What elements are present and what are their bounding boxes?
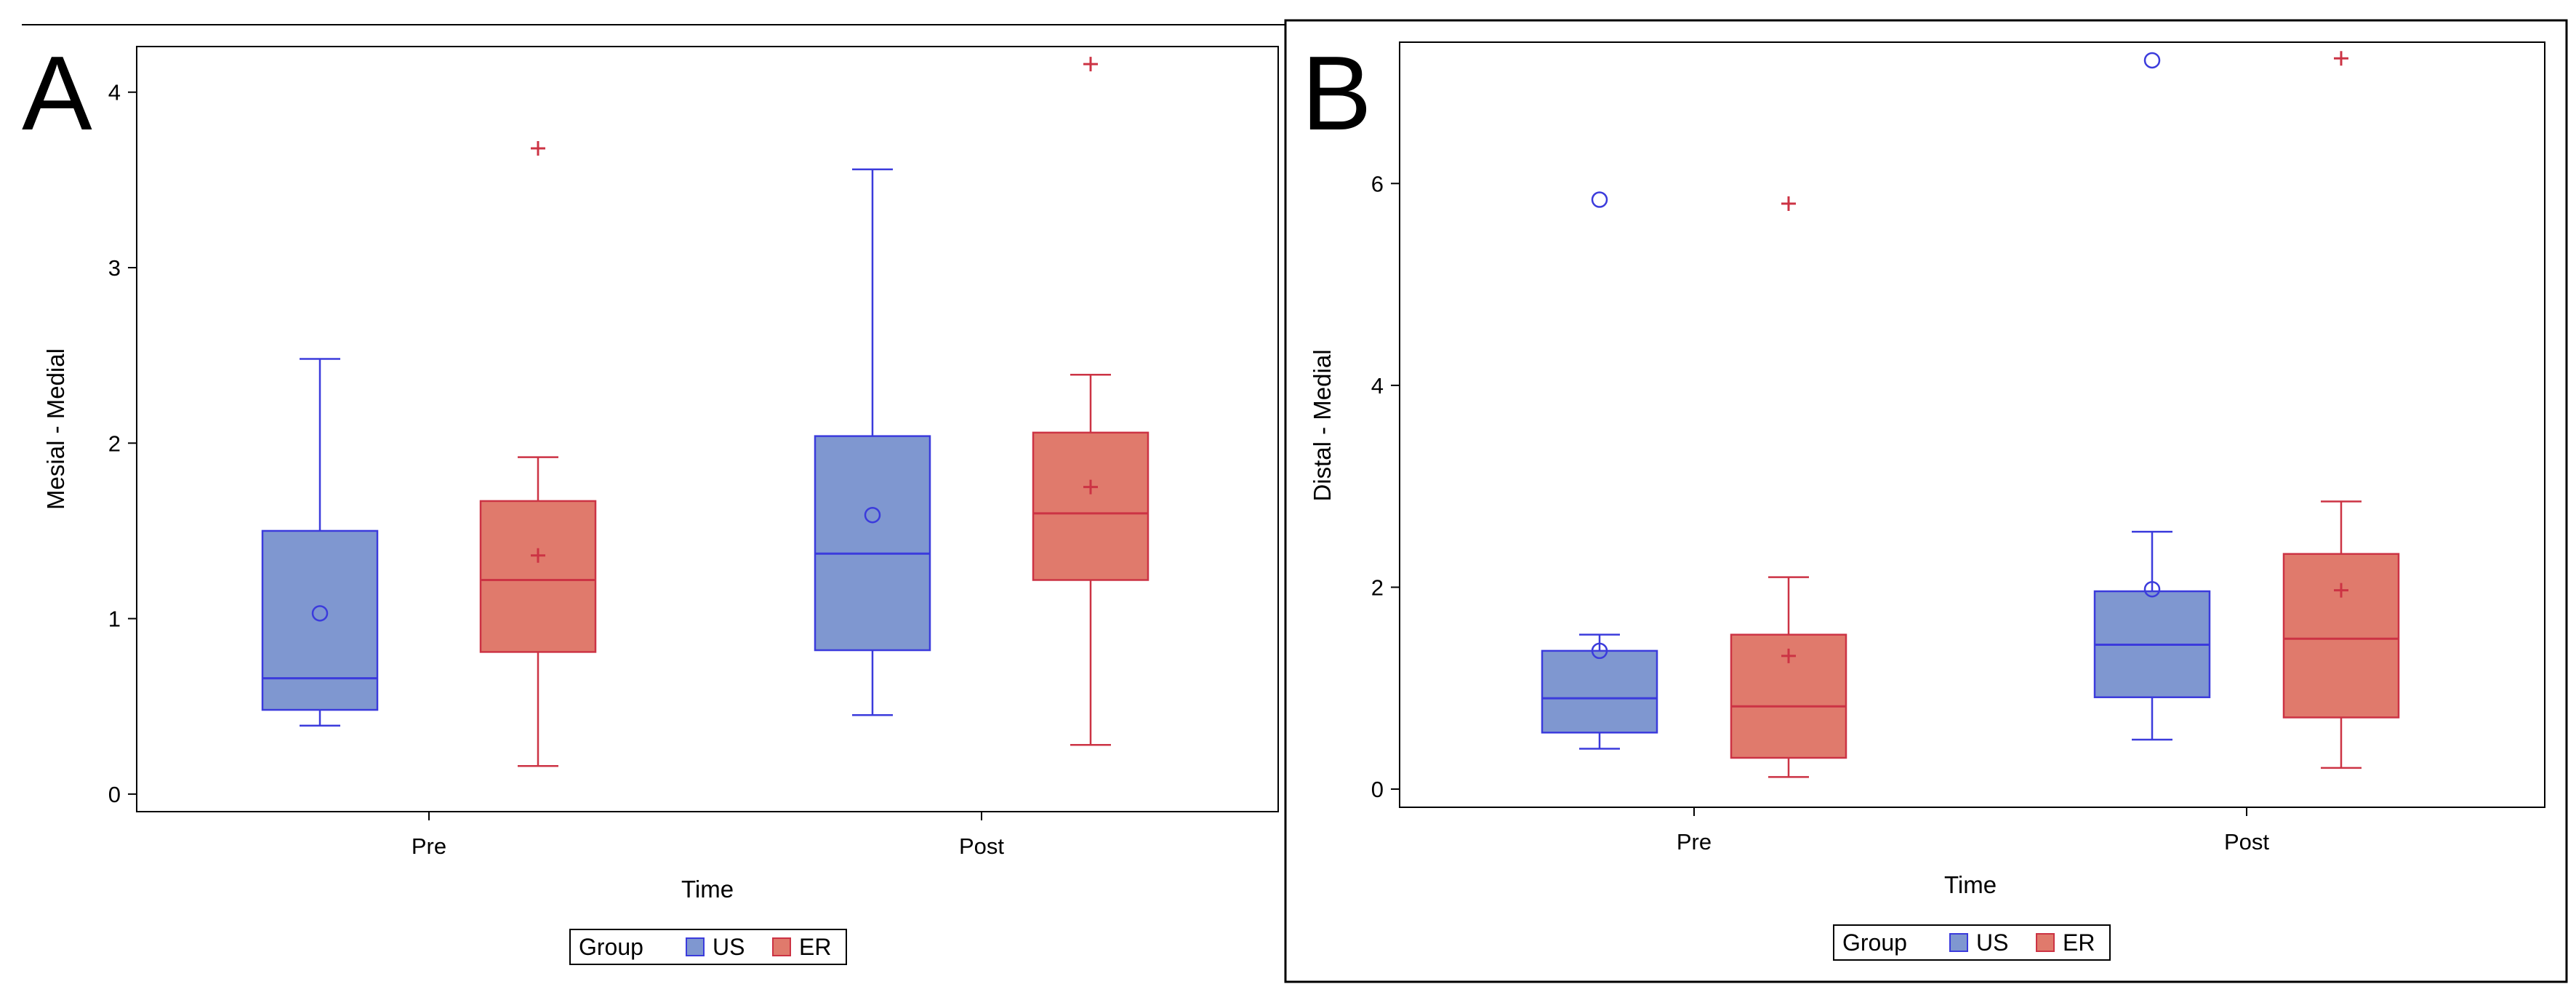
panel-a-legend-label-er: ER [799, 934, 831, 960]
panel-a-legend-label-us: US [713, 934, 745, 960]
panel-a-box-us-post [814, 168, 931, 716]
panel-a-legend-swatch-us [686, 937, 705, 956]
panel-b-x-tick-label: Pre [1677, 829, 1712, 855]
panel-a-plot-frame [136, 46, 1279, 812]
panel-b-legend-frame [1833, 924, 2111, 961]
panel-b-x-axis-title: Time [1944, 871, 1997, 898]
mean-marker [311, 605, 329, 622]
mean-marker [2143, 580, 2161, 598]
panel-a-legend-frame [569, 929, 847, 965]
panel-a-x-axis: Pre Post [412, 812, 1004, 859]
outlier-point [1591, 191, 1608, 208]
outlier-point [2143, 52, 2161, 69]
panel-b-y-tick-label: 4 [1371, 373, 1384, 399]
panel-a-box-er-pre [479, 140, 597, 767]
panel-a-y-tick-label: 0 [108, 782, 121, 807]
panel-b-y-tick-label: 2 [1371, 575, 1384, 600]
outlier-point [531, 140, 545, 156]
panel-a-y-axis-title: Mesial - Medial [42, 348, 69, 510]
panel-a-legend-title: Group [579, 934, 643, 960]
panel-a-y-tick-label: 1 [108, 607, 121, 632]
panel-a-legend: Group US ER [569, 929, 847, 965]
panel-b-box-er-pre [1730, 196, 1847, 778]
box-iqr [479, 500, 597, 653]
panel-b-x-tick-label: Post [2224, 829, 2269, 855]
mean-marker [531, 548, 545, 563]
panel-b-y-axis: 0 2 4 6 [1371, 171, 1400, 802]
panel-a: A 0 1 2 3 4 Pre Post Mesial - Medial Time Gro… [22, 34, 1279, 965]
panel-a-y-axis: 0 1 2 3 4 [108, 80, 137, 807]
panel-a-y-tick-label: 4 [108, 80, 121, 105]
panel-b-box-us-pre [1541, 191, 1658, 750]
outlier-point [1781, 196, 1796, 212]
panel-b-plot-frame [1399, 41, 2545, 808]
panel-a-x-axis-title: Time [681, 876, 734, 903]
panel-b-y-axis-title: Distal - Medial [1309, 349, 1336, 501]
mean-marker [864, 506, 881, 524]
panel-b-legend-swatch-us [1949, 933, 1968, 952]
panel-a-legend-swatch-er [772, 937, 791, 956]
panel-b: B 0 2 4 6 Pre Post Distal - Medial Time Grou… [1284, 19, 2568, 983]
outlier-point [1083, 57, 1098, 72]
panel-b-boxes [1541, 51, 2400, 778]
panel-b-box-us-post [2093, 52, 2211, 741]
panel-b-legend-swatch-er [2036, 933, 2055, 952]
panel-b-legend-title: Group [1842, 929, 1907, 956]
box-iqr [1541, 649, 1658, 734]
panel-a-box-er-post [1032, 57, 1149, 746]
mean-marker [1083, 479, 1098, 495]
panel-a-boxes [261, 57, 1149, 767]
panel-a-y-tick-label: 2 [108, 431, 121, 456]
outlier-point [2334, 51, 2348, 66]
mean-marker [1781, 648, 1796, 663]
panel-b-legend-label-us: US [1976, 929, 2008, 956]
box-iqr [1032, 431, 1149, 581]
panel-b-legend: Group US ER [1833, 924, 2111, 961]
panel-b-legend-label-er: ER [2063, 929, 2095, 956]
mean-marker [2334, 583, 2348, 598]
panel-a-box-us-pre [261, 358, 379, 727]
panel-b-y-tick-label: 0 [1371, 777, 1384, 802]
panel-a-y-tick-label: 3 [108, 255, 121, 281]
box-iqr [814, 435, 931, 652]
panel-b-x-axis: Pre Post [1677, 807, 2269, 855]
panel-a-x-tick-label: Post [959, 833, 1004, 859]
panel-b-letter: B [1301, 34, 1372, 152]
mean-marker [1591, 642, 1608, 660]
panel-b-y-tick-label: 6 [1371, 171, 1384, 196]
box-iqr [2282, 553, 2400, 719]
panel-a-letter: A [22, 34, 92, 152]
panel-a-x-tick-label: Pre [412, 833, 446, 859]
panel-b-box-er-post [2282, 51, 2400, 769]
panel-b-outer-frame [1284, 19, 2568, 983]
